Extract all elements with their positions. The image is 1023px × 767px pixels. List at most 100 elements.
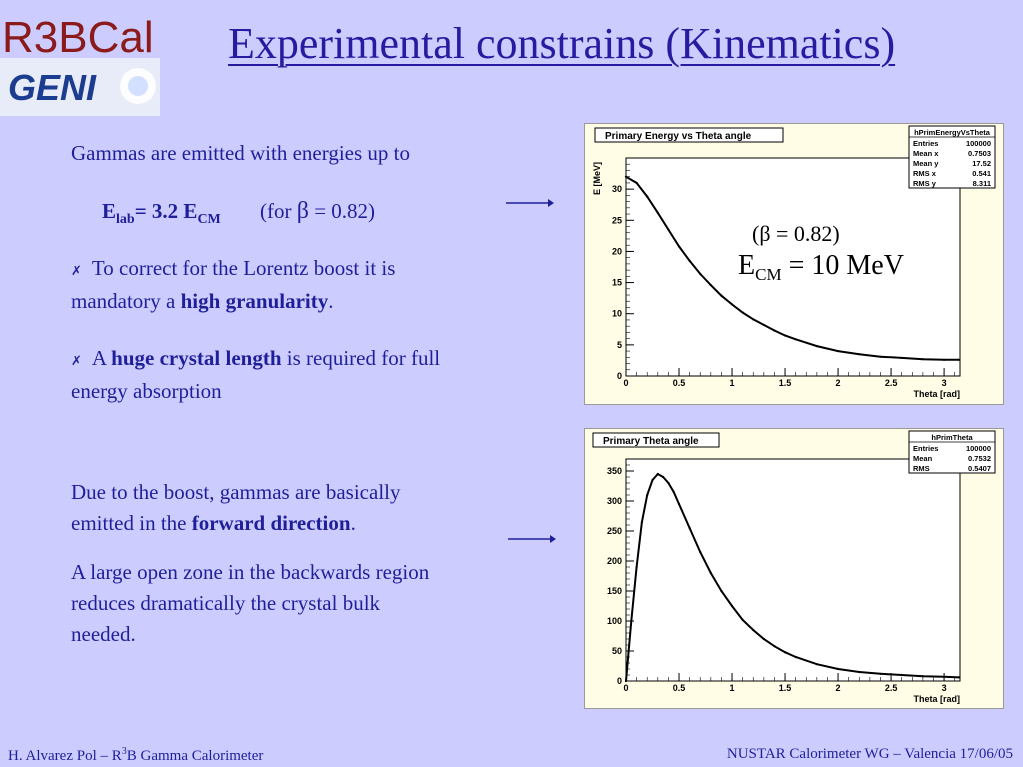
formula-eq: = 3.2 E xyxy=(134,199,198,223)
energy-vs-theta-chart: Primary Energy vs Theta angle hPrimEnergy… xyxy=(592,125,996,399)
data-point xyxy=(773,329,776,332)
bullet-granularity-line2: mandatory a xyxy=(71,289,181,313)
footer-left: H. Alvarez Pol – R3B Gamma Calorimeter xyxy=(8,746,263,765)
y-tick-label: 15 xyxy=(612,278,622,288)
data-point xyxy=(741,311,744,314)
data-point xyxy=(836,349,840,353)
y-tick-label: 25 xyxy=(612,215,622,225)
stats-value: 17.52 xyxy=(972,159,991,168)
data-point xyxy=(672,490,675,494)
y-tick-label: 350 xyxy=(607,466,622,476)
data-point xyxy=(730,604,734,608)
bullet-granularity-bold: high granularity xyxy=(180,289,329,313)
data-point xyxy=(762,637,765,641)
y-tick-label: 5 xyxy=(617,340,622,350)
ecm-annotation: ECM = 10 MeV xyxy=(738,250,904,285)
stats-value: 0.7532 xyxy=(968,454,991,463)
bullet-x-icon: ✗ xyxy=(71,263,82,278)
r3bcal-logo-text: R3BCal xyxy=(2,13,154,58)
energy-formula: Elab= 3.2 ECM (for β = 0.82) xyxy=(102,196,375,235)
energy-vs-theta-panel: Primary Energy vs Theta angle hPrimEnergy… xyxy=(584,123,1004,405)
bullet-crystal-pre: A xyxy=(91,346,112,370)
plot-frame xyxy=(625,157,961,377)
stats-key: RMS x xyxy=(913,169,937,178)
page-title: Experimental constrains (Kinematics) xyxy=(228,19,896,68)
formula-cm: CM xyxy=(197,212,221,227)
data-point xyxy=(773,645,776,648)
x-axis-label: Theta [rad] xyxy=(913,694,960,704)
data-point xyxy=(635,181,638,185)
data-point xyxy=(794,655,797,659)
chart-title: Primary Theta angle xyxy=(603,436,699,447)
ecm-sub: CM xyxy=(755,265,782,284)
x-tick-label: 1 xyxy=(730,683,735,693)
y-tick-label: 100 xyxy=(607,616,622,626)
data-point xyxy=(662,475,665,479)
para1-post: . xyxy=(350,511,356,535)
data-point xyxy=(677,245,681,248)
x-tick-label: 3 xyxy=(942,683,947,693)
x-tick-label: 1.5 xyxy=(779,683,792,693)
x-tick-label: 2 xyxy=(836,683,841,693)
geni-logo: GENI xyxy=(0,58,160,116)
data-point xyxy=(651,478,654,482)
stats-box xyxy=(908,125,996,189)
ecm-rest: = 10 MeV xyxy=(781,250,904,281)
data-point xyxy=(656,211,659,214)
forward-direction-paragraph: Due to the boost, gammas are basically e… xyxy=(71,477,541,539)
data-point xyxy=(646,195,649,198)
data-point xyxy=(646,493,649,497)
x-axis-label: Theta [rad] xyxy=(913,389,960,399)
x-tick-label: 0 xyxy=(623,683,628,693)
data-point xyxy=(783,334,787,337)
para1-line2: emitted in the xyxy=(71,511,192,535)
arrow-icon xyxy=(506,196,554,214)
para2-line3: needed. xyxy=(71,622,136,646)
stats-value: 0.5407 xyxy=(968,464,991,473)
bullet-granularity-post: . xyxy=(328,289,334,313)
stats-key: RMS y xyxy=(913,179,937,188)
para2-line2: reduces dramatically the crystal bulk xyxy=(71,591,381,615)
data-point xyxy=(640,520,644,524)
footer-left-sup: 3 xyxy=(121,746,127,757)
data-point xyxy=(942,675,946,678)
stats-value: 0.7503 xyxy=(968,149,991,158)
data-point xyxy=(688,526,691,530)
formula-for: (for xyxy=(260,199,297,223)
r3bcal-logo: R3BCal xyxy=(0,0,160,58)
stats-box xyxy=(908,430,996,474)
y-tick-label: 50 xyxy=(612,646,622,656)
bullet-crystal-post: is required for full xyxy=(281,346,441,370)
data-point xyxy=(635,565,638,569)
data-point xyxy=(677,502,681,506)
stats-key: Mean y xyxy=(913,159,939,168)
open-zone-paragraph: A large open zone in the backwards regio… xyxy=(71,557,541,650)
formula-e: E xyxy=(102,199,117,223)
chart-title-box xyxy=(594,127,784,143)
data-point xyxy=(730,303,734,306)
geni-logo-text: GENI xyxy=(8,67,97,108)
x-tick-label: 2 xyxy=(836,378,841,388)
arrow-icon xyxy=(508,532,556,550)
data-point xyxy=(858,353,861,356)
bullet-crystal-line2: energy absorption xyxy=(71,379,222,403)
bullet-crystal-bold: huge crystal length xyxy=(111,346,282,370)
stats-value: 100000 xyxy=(966,444,991,453)
data-point xyxy=(957,676,961,679)
data-point xyxy=(815,345,818,348)
y-tick-label: 0 xyxy=(617,676,622,686)
stats-key: Mean xyxy=(913,454,933,463)
stats-name: hPrimTheta xyxy=(931,433,973,442)
data-point xyxy=(794,338,797,341)
data-point xyxy=(709,571,712,575)
data-point xyxy=(688,259,691,262)
footer-left-pre: H. Alvarez Pol – R xyxy=(8,748,122,764)
stats-value: 0.541 xyxy=(972,169,991,178)
chart-title: Primary Energy vs Theta angle xyxy=(605,131,752,142)
data-point xyxy=(720,294,723,297)
data-point xyxy=(942,358,946,361)
y-tick-label: 0 xyxy=(617,371,622,381)
stats-key: Entries xyxy=(913,444,938,453)
bullet-crystal-length: ✗ A huge crystal length is required for f… xyxy=(71,343,541,407)
